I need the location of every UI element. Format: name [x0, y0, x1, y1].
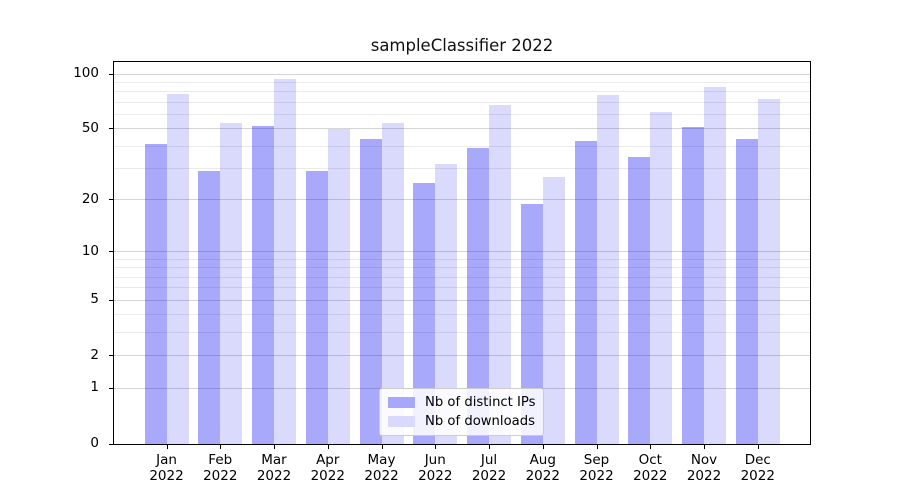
bar: [166, 93, 189, 444]
minor-gridline: [114, 267, 810, 269]
x-axis: Jan 2022 Feb 2022 Mar 2022 Apr 2022 May 2022 Jun 20…: [0, 444, 900, 500]
plot-area: [113, 61, 811, 445]
legend-swatch-distinct-ips: [388, 397, 415, 408]
bar: [327, 128, 350, 444]
legend-item: Nb of distinct IPs: [388, 395, 536, 410]
major-gridline: [114, 199, 810, 201]
bar: [520, 203, 543, 444]
minor-gridline: [114, 314, 810, 316]
minor-gridline: [114, 113, 810, 115]
y-tick-label: 2: [90, 346, 99, 363]
y-tick-label: 100: [73, 65, 99, 81]
bar: [252, 125, 274, 444]
bar: [198, 171, 221, 444]
bar: [628, 156, 651, 444]
x-tick-label: Jul 2022: [471, 452, 507, 484]
minor-gridline: [114, 168, 810, 170]
x-tick-mark: [327, 445, 329, 449]
bar: [574, 140, 597, 444]
x-tick-label: Aug 2022: [525, 452, 560, 484]
bar: [467, 148, 489, 444]
bar: [542, 176, 565, 444]
y-tick-label: 0: [90, 435, 99, 451]
y-tick-mark: [109, 251, 113, 253]
x-tick-label: Feb 2022: [203, 452, 238, 484]
x-tick-label: Oct 2022: [633, 452, 668, 484]
x-tick-mark: [650, 445, 652, 449]
minor-gridline: [114, 332, 810, 334]
bar: [274, 78, 296, 444]
x-tick-mark: [704, 445, 705, 449]
y-tick-label: 5: [90, 291, 99, 308]
minor-gridline: [114, 91, 810, 93]
y-tick-mark: [109, 128, 113, 130]
x-tick-mark: [166, 445, 168, 449]
minor-gridline: [114, 287, 810, 289]
bar: [704, 86, 726, 444]
legend: Nb of distinct IPs Nb of downloads: [379, 388, 544, 436]
x-tick-mark: [489, 445, 490, 449]
major-gridline: [114, 355, 810, 357]
y-tick-mark: [109, 299, 113, 301]
y-tick-label: 50: [81, 119, 99, 136]
minor-gridline: [114, 276, 810, 278]
y-tick-label: 20: [81, 190, 99, 207]
bar: [381, 122, 404, 444]
bar: [413, 182, 436, 444]
x-tick-label: Jan 2022: [149, 452, 184, 484]
bar: [359, 138, 382, 444]
y-tick-mark: [109, 73, 113, 75]
bar: [305, 171, 328, 444]
legend-swatch-downloads: [388, 416, 415, 427]
x-tick-label: Apr 2022: [310, 452, 345, 484]
bar: [757, 98, 780, 444]
y-axis: 100 50 20 10 5 2 1 0: [0, 0, 113, 500]
minor-gridline: [114, 258, 810, 260]
bar: [220, 122, 243, 444]
x-tick-label: May 2022: [364, 452, 399, 484]
major-gridline: [114, 73, 810, 75]
bar: [435, 163, 458, 444]
minor-gridline: [114, 81, 810, 83]
y-tick-mark: [109, 387, 113, 389]
x-tick-label: Mar 2022: [256, 452, 292, 484]
x-tick-mark: [542, 445, 544, 449]
minor-gridline: [114, 145, 810, 147]
x-tick-label: Jun 2022: [418, 452, 453, 484]
major-gridline: [114, 251, 810, 253]
bar: [144, 144, 167, 444]
chart-title: sampleClassifier 2022: [370, 36, 554, 55]
major-gridline: [114, 299, 810, 301]
legend-item: Nb of downloads: [388, 414, 535, 429]
bar: [596, 94, 619, 444]
y-tick-mark: [109, 199, 113, 201]
x-tick-label: Nov 2022: [686, 452, 722, 484]
y-tick-label: 1: [90, 379, 99, 396]
x-tick-mark: [435, 445, 437, 449]
x-tick-mark: [757, 445, 759, 449]
y-tick-mark: [109, 355, 113, 357]
bar: [682, 127, 704, 444]
bar: [489, 104, 511, 444]
legend-label: Nb of downloads: [425, 414, 535, 429]
y-tick-label: 10: [81, 242, 99, 259]
y-tick-mark: [109, 443, 113, 445]
x-tick-mark: [274, 445, 275, 449]
x-tick-label: Dec 2022: [740, 452, 775, 484]
bar: [735, 138, 758, 444]
x-tick-mark: [220, 445, 222, 449]
x-tick-mark: [596, 445, 598, 449]
bar: [650, 111, 673, 444]
legend-label: Nb of distinct IPs: [425, 395, 536, 410]
x-tick-mark: [381, 445, 383, 449]
major-gridline: [114, 128, 810, 130]
x-tick-label: Sep 2022: [579, 452, 614, 484]
minor-gridline: [114, 101, 810, 103]
